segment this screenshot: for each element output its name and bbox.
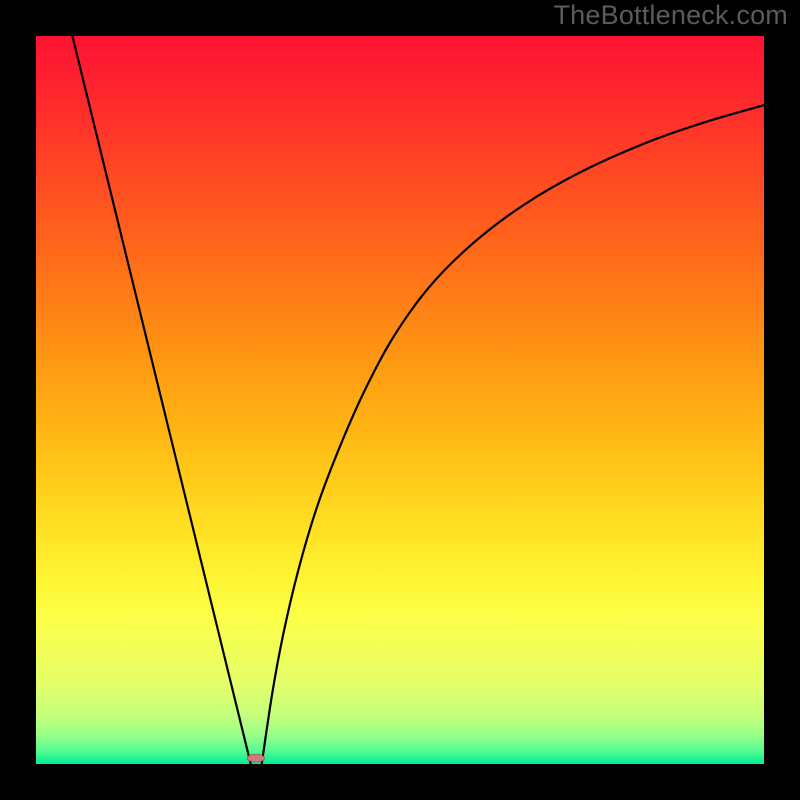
min-marker (247, 754, 264, 762)
chart-svg (0, 0, 800, 800)
chart-stage: TheBottleneck.com (0, 0, 800, 800)
plot-background (36, 36, 764, 764)
